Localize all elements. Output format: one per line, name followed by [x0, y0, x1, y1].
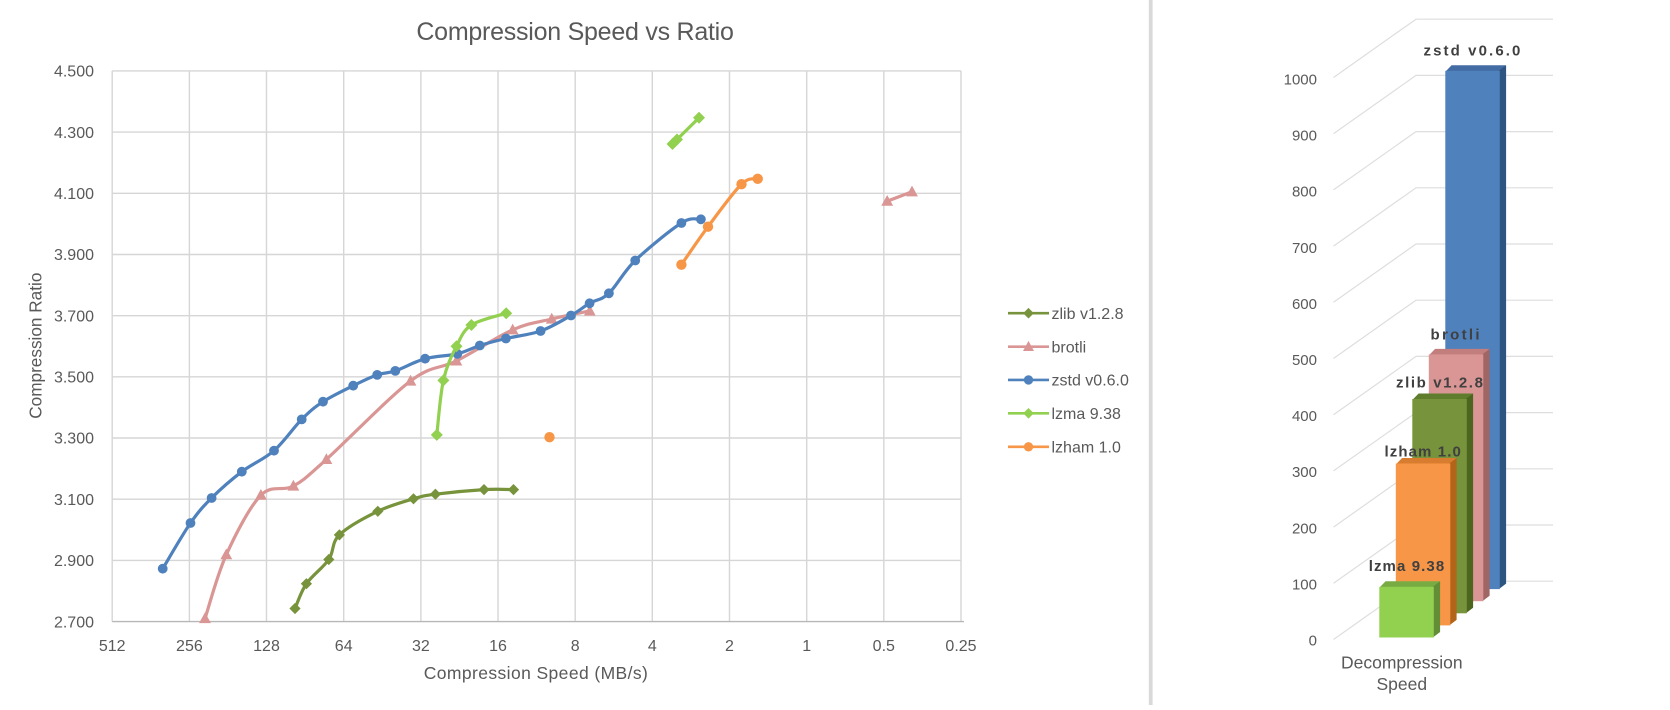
svg-text:64: 64	[335, 638, 353, 655]
svg-text:3.700: 3.700	[54, 308, 94, 325]
svg-text:16: 16	[489, 638, 507, 655]
svg-text:4.100: 4.100	[54, 186, 94, 203]
svg-text:3.900: 3.900	[54, 247, 94, 264]
svg-text:1000: 1000	[1284, 72, 1317, 89]
svg-text:600: 600	[1292, 296, 1317, 313]
svg-text:4: 4	[648, 638, 657, 655]
svg-text:8: 8	[571, 638, 580, 655]
svg-text:32: 32	[412, 638, 430, 655]
svg-text:500: 500	[1292, 352, 1317, 369]
svg-text:3.100: 3.100	[54, 492, 94, 509]
svg-text:brotli: brotli	[1431, 326, 1482, 343]
svg-text:900: 900	[1292, 128, 1317, 145]
svg-text:2.900: 2.900	[54, 553, 94, 570]
svg-text:4.300: 4.300	[54, 125, 94, 142]
svg-text:2.700: 2.700	[54, 614, 94, 631]
svg-text:zstd v0.6.0: zstd v0.6.0	[1052, 373, 1129, 390]
svg-text:1: 1	[802, 638, 811, 655]
svg-text:3.500: 3.500	[54, 370, 94, 387]
svg-text:200: 200	[1292, 520, 1317, 537]
svg-text:512: 512	[99, 638, 126, 655]
svg-text:zlib v1.2.8: zlib v1.2.8	[1396, 375, 1484, 392]
svg-text:2: 2	[725, 638, 734, 655]
svg-text:4.500: 4.500	[54, 64, 94, 81]
svg-text:700: 700	[1292, 240, 1317, 257]
svg-text:Decompression: Decompression	[1341, 652, 1463, 672]
svg-text:0.5: 0.5	[873, 638, 895, 655]
svg-text:256: 256	[176, 638, 203, 655]
svg-text:0.25: 0.25	[945, 638, 976, 655]
svg-text:128: 128	[253, 638, 280, 655]
svg-text:zlib v1.2.8: zlib v1.2.8	[1052, 306, 1124, 323]
svg-text:lzma 9.38: lzma 9.38	[1052, 406, 1121, 423]
svg-text:Speed: Speed	[1376, 674, 1427, 694]
svg-text:zstd v0.6.0: zstd v0.6.0	[1424, 42, 1523, 59]
svg-text:0: 0	[1309, 633, 1317, 650]
svg-text:lzma 9.38: lzma 9.38	[1369, 558, 1446, 575]
svg-text:3.300: 3.300	[54, 431, 94, 448]
svg-text:800: 800	[1292, 184, 1317, 201]
svg-text:Compression Ratio: Compression Ratio	[26, 273, 46, 419]
svg-text:Compression Speed (MB/s): Compression Speed (MB/s)	[424, 663, 649, 683]
svg-text:300: 300	[1292, 464, 1317, 481]
svg-text:Compression Speed vs Ratio: Compression Speed vs Ratio	[416, 18, 733, 46]
svg-text:brotli: brotli	[1052, 339, 1087, 356]
svg-text:lzham 1.0: lzham 1.0	[1052, 439, 1121, 456]
svg-text:lzham 1.0: lzham 1.0	[1384, 444, 1461, 461]
svg-text:100: 100	[1292, 576, 1317, 593]
svg-text:400: 400	[1292, 408, 1317, 425]
